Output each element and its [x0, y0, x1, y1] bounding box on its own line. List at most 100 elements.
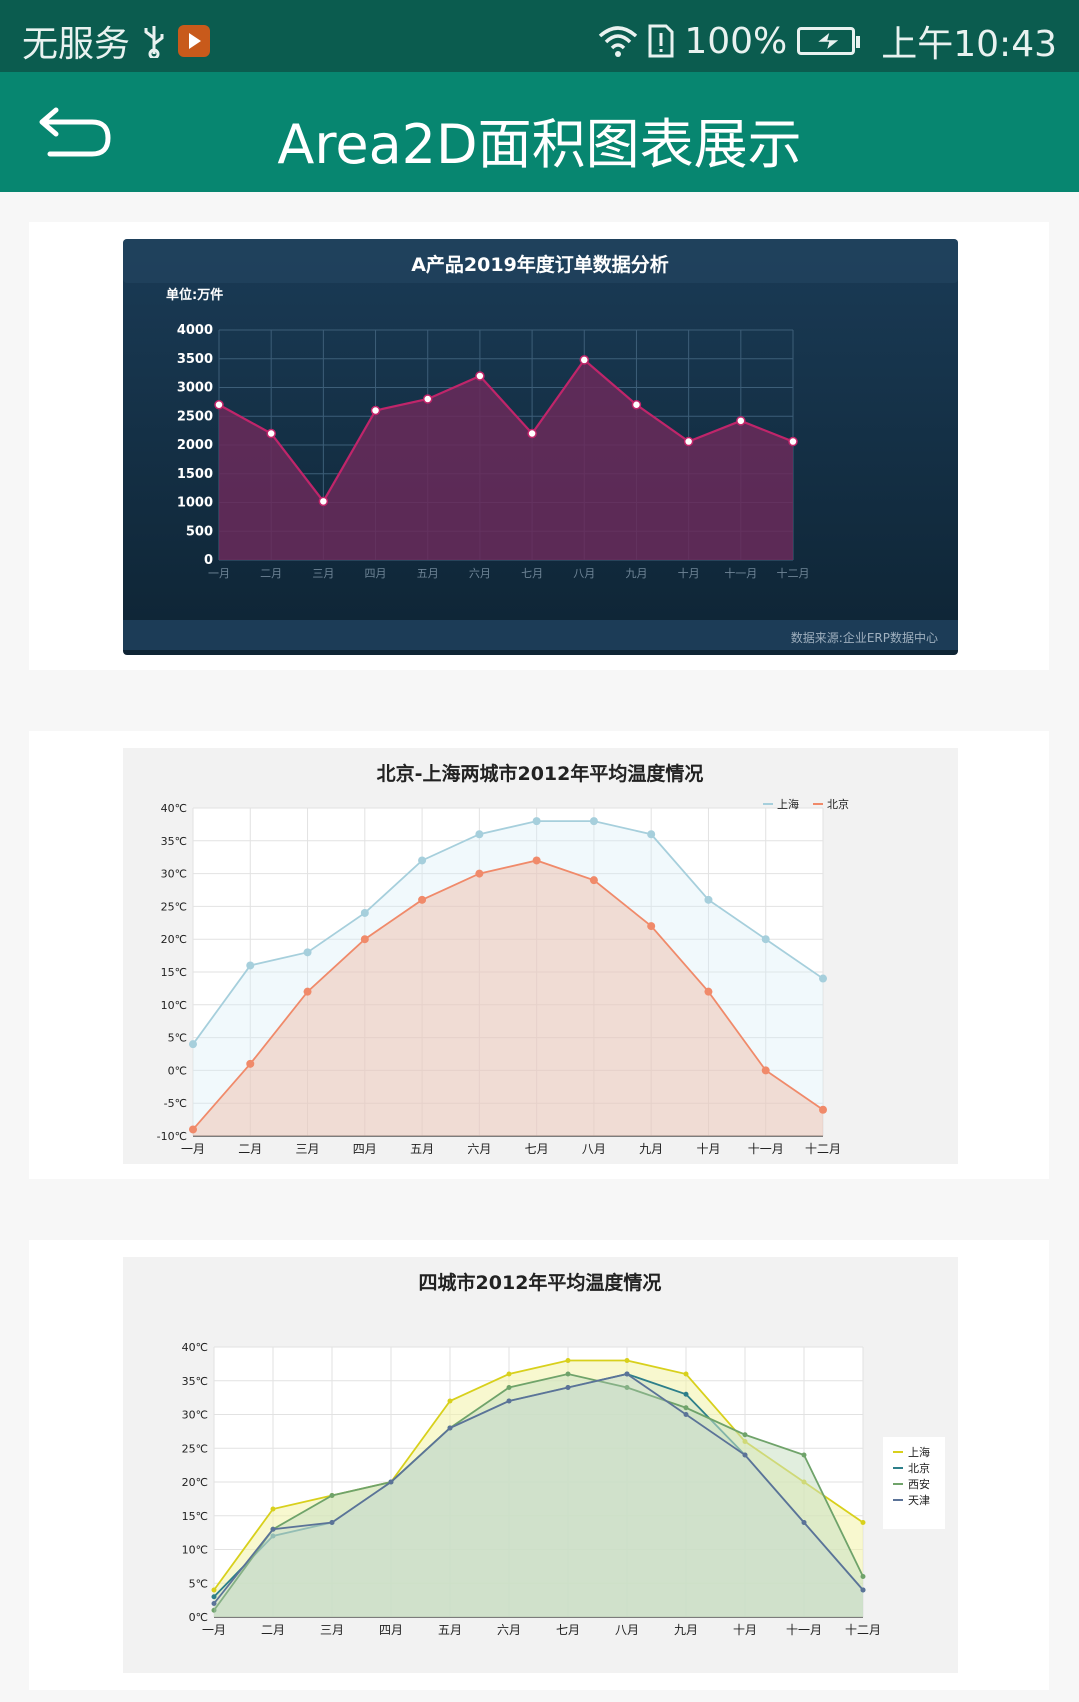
legend-label: 北京	[827, 797, 849, 811]
x-tick-label: 六月	[497, 1623, 521, 1637]
y-tick-label: 40℃	[182, 1341, 208, 1354]
y-tick-label: 2500	[177, 409, 213, 424]
x-tick-label: 九月	[625, 567, 647, 580]
y-tick-label: 15℃	[161, 966, 187, 979]
y-tick-label: 25℃	[161, 900, 187, 913]
y-tick-label: 3500	[177, 352, 213, 367]
x-tick-label: 七月	[525, 1142, 549, 1156]
x-tick-label: 三月	[312, 567, 334, 580]
chart-card-3: 四城市2012年平均温度情况 40℃ 35℃ 30℃ 25℃ 20℃ 15℃ 10℃ 5℃ 0℃…	[29, 1240, 1049, 1690]
series-line-西安	[213, 1373, 864, 1611]
x-tick-label: 一月	[202, 1623, 226, 1637]
legend-label: 北京	[908, 1461, 930, 1475]
x-tick-label: 六月	[469, 567, 491, 580]
legend-label: 天津	[908, 1494, 930, 1507]
data-point	[270, 1526, 276, 1532]
data-point	[303, 987, 312, 996]
data-point	[329, 1520, 335, 1525]
data-point	[736, 416, 746, 426]
x-tick-label: 九月	[674, 1623, 698, 1637]
data-point	[788, 436, 798, 447]
series-line-天津	[213, 1373, 864, 1605]
data-point	[683, 1405, 689, 1411]
series-line-orders	[218, 358, 794, 504]
data-point	[246, 1059, 255, 1068]
x-tick-label: 七月	[556, 1623, 580, 1637]
x-tick-label: 一月	[181, 1142, 205, 1156]
chart-unit-label: 单位:万件	[166, 287, 223, 303]
y-tick-label: 35℃	[182, 1375, 208, 1388]
data-point	[624, 1371, 630, 1377]
y-tick-label: 40℃	[161, 802, 187, 815]
y-tick-label: 0℃	[189, 1611, 208, 1624]
y-tick-label: 35℃	[161, 835, 187, 848]
series-area-天津	[214, 1374, 863, 1617]
back-arrow-icon[interactable]	[36, 104, 114, 160]
x-tick-label: 二月	[238, 1142, 262, 1156]
y-tick-label: 25℃	[182, 1442, 208, 1455]
battery-percent: 100%	[684, 20, 788, 62]
data-point	[532, 856, 541, 865]
data-point	[624, 1358, 630, 1363]
x-tick-label: 十一月	[748, 1142, 784, 1156]
data-point	[631, 400, 642, 410]
data-point	[860, 1587, 866, 1593]
data-point	[475, 869, 484, 878]
data-point	[329, 1493, 335, 1498]
x-tick-label: 四月	[379, 1623, 403, 1637]
x-tick-label: 三月	[320, 1623, 344, 1637]
data-point	[211, 1587, 217, 1593]
data-point	[801, 1452, 807, 1458]
x-tick-label: 二月	[261, 1623, 285, 1637]
chart-card-2: 北京-上海两城市2012年平均温度情况 40℃ 35℃ 30℃ 25℃ 20℃ 15℃ 10…	[29, 731, 1049, 1179]
data-point	[418, 856, 427, 865]
y-tick-label: 1500	[177, 467, 213, 482]
y-tick-label: 15℃	[182, 1510, 208, 1523]
y-tick-label: 500	[186, 524, 213, 539]
x-tick-label: 十一月	[786, 1623, 822, 1637]
y-tick-label: 5℃	[168, 1032, 187, 1045]
x-tick-label: 十一月	[724, 566, 757, 580]
data-point	[704, 987, 713, 996]
series-area-北京	[193, 860, 823, 1136]
data-point	[647, 830, 656, 839]
data-point	[388, 1479, 394, 1485]
series-area-上海	[193, 821, 823, 1136]
data-point	[704, 895, 713, 904]
data-point	[532, 817, 541, 826]
x-tick-label: 八月	[573, 567, 595, 580]
data-point	[565, 1385, 571, 1390]
data-point	[211, 1607, 217, 1613]
data-point	[211, 1594, 217, 1600]
data-point	[447, 1398, 453, 1404]
data-point	[506, 1398, 512, 1404]
data-point	[214, 400, 224, 410]
y-tick-label: 5℃	[189, 1577, 208, 1590]
data-point	[683, 1371, 689, 1377]
usb-icon	[144, 26, 164, 58]
legend-label: 上海	[908, 1445, 930, 1459]
x-tick-label: 五月	[417, 567, 439, 580]
data-point	[589, 817, 598, 826]
order-area-chart: A产品2019年度订单数据分析 单位:万件 数据来源:企业ERP数据中心 400…	[123, 239, 958, 655]
data-point	[647, 922, 656, 931]
status-bar: 无服务 100% 上午10:43	[0, 0, 1079, 72]
y-tick-label: 3000	[177, 381, 213, 396]
y-tick-label: 30℃	[182, 1409, 208, 1422]
chart-source-label: 数据来源:企业ERP数据中心	[791, 630, 938, 645]
data-point	[270, 1506, 276, 1512]
chart-title: 四城市2012年平均温度情况	[419, 1271, 662, 1294]
play-app-icon	[178, 25, 211, 57]
chart-title: 北京-上海两城市2012年平均温度情况	[377, 762, 704, 785]
x-tick-label: 九月	[639, 1142, 663, 1156]
x-tick-label: 二月	[260, 567, 282, 580]
data-point	[189, 1040, 197, 1049]
data-point	[742, 1452, 748, 1458]
data-point	[189, 1125, 197, 1134]
y-tick-label: -5℃	[164, 1097, 187, 1110]
page-title: Area2D面积图表展示	[277, 113, 802, 176]
y-tick-label: 2000	[177, 438, 213, 453]
y-tick-label: 4000	[177, 323, 213, 338]
data-point	[742, 1432, 748, 1438]
series-line-北京	[192, 859, 824, 1131]
